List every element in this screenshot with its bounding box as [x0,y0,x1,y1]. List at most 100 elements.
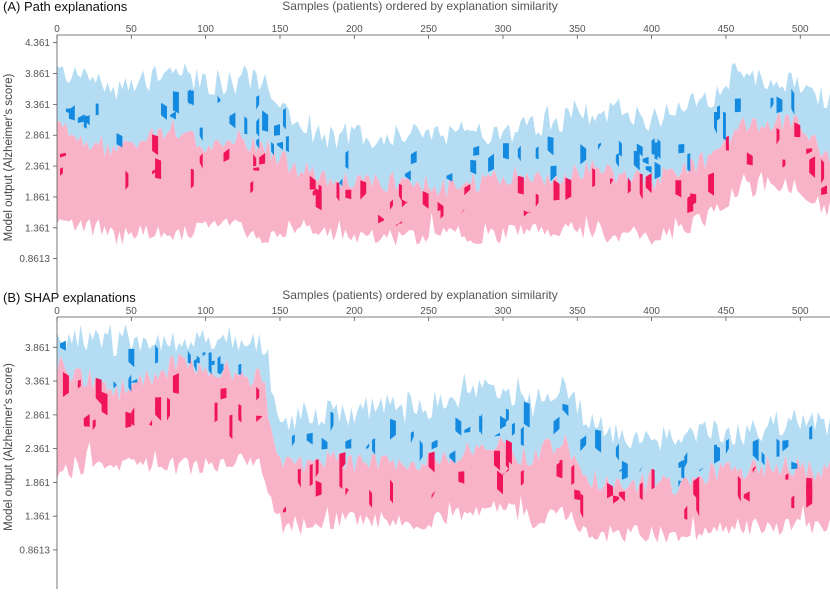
panel-b-feature-streak [553,416,560,435]
panel-a-feature-streak [250,180,254,194]
panel-a-feature-streak [378,214,384,224]
panel-b-feature-streak [256,386,260,401]
panel-b-feature-streak [125,411,132,428]
panel-b-x-tick-label: 450 [718,306,735,317]
panel-a-feature-streak [782,159,786,168]
panel-b-y-axis-title: Model output (Alzheimer's score) [3,363,15,531]
panel-b-x-tick-label: 0 [54,306,60,317]
panel-b-feature-streak [761,451,765,466]
panel-b-feature-streak [339,465,343,489]
panel-a-y-tick-label: 0.8613 [19,254,50,265]
panel-b-feature-streak [208,352,212,375]
panel-b-y-tick-label: 2.361 [25,444,50,455]
panel-a-feature-streak [190,168,194,189]
panel-b-feature-streak [83,414,90,427]
panel-a-feature-streak [717,105,720,121]
panel-a-x-axis-title: Samples (patients) ordered by explanatio… [282,0,558,13]
panel-b-feature-streak [458,471,465,484]
panel-a-feature-streak [229,112,236,129]
panel-a-x-tick-label: 400 [643,24,660,35]
panel-a-feature-streak [550,165,557,182]
panel-b-feature-streak [613,495,619,504]
panel-a-feature-streak [794,122,801,138]
panel-b-x-tick-label: 350 [569,306,586,317]
panel-b-feature-streak [618,491,625,502]
panel-b-feature-streak [238,404,242,423]
panel-a-feature-streak [244,116,248,135]
panel-b-feature-streak [571,464,575,486]
panel-b-feature-streak [345,438,352,449]
panel-a-feature-streak [199,153,203,169]
panel-a-feature-streak [199,127,203,142]
panel-a-y-axis-title: Model output (Alzheimer's score) [3,73,15,241]
panel-a-feature-streak [259,152,266,165]
panel-a-feature-streak [535,146,539,160]
panel-b-feature-streak [95,377,102,405]
panel-a-feature-streak [806,148,813,155]
panel-a-y-tick-label: 4.361 [25,38,50,49]
panel-a-feature-streak [776,128,780,145]
panel-b-feature-streak [479,413,483,433]
panel-b-feature-streak [639,466,643,472]
panel-a-feature-streak [170,111,176,120]
panel-a-feature-streak [253,154,257,167]
panel-b-feature-streak [155,344,159,364]
panel-b-positive-band [57,353,830,543]
panel-a-feature-streak [645,166,652,173]
panel-a-feature-streak [336,182,340,202]
panel-a-feature-streak [172,91,179,114]
panel-a-feature-streak [152,134,159,156]
panel-b-feature-streak [315,459,319,478]
panel-a-feature-streak [592,168,596,188]
panel-a-feature-streak [657,138,661,160]
panel-b-feature-streak [431,439,438,450]
panel-a-feature-streak [633,150,640,171]
panel-b-feature-streak [131,378,138,383]
panel-b-feature-streak [149,419,153,426]
panel-a-feature-streak [256,117,260,137]
panel-b-feature-streak [196,355,200,364]
panel-b-feature-streak [520,470,524,486]
panel-b-feature-streak [229,414,233,440]
panel-a-feature-streak [256,95,260,110]
panel-b-feature-streak [202,352,206,357]
panel-b-feature-streak [500,415,506,430]
panel-b-feature-streak [369,489,373,508]
panel-b-feature-streak [297,468,301,488]
panel-a-x-tick-label: 0 [54,24,60,35]
panel-b-feature-streak [256,415,263,422]
panel-a-feature-streak [116,133,123,148]
panel-a-feature-streak [473,145,480,156]
panel-b-x-tick-label: 250 [420,306,437,317]
panel-b-feature-streak [128,374,132,392]
panel-a-feature-streak [256,138,260,149]
panel-a-feature-streak [618,140,622,157]
panel-b-feature-streak [339,452,346,471]
panel-a-feature-streak [461,208,465,214]
panel-b-feature-streak [390,479,393,504]
panel-a-feature-streak [580,144,587,165]
panel-b-feature-streak [503,468,509,475]
panel-b-feature-streak [330,411,334,432]
panel-a-y-tick-label: 1.361 [25,223,50,234]
panel-a-feature-streak [309,175,316,190]
panel-b-feature-streak [390,418,396,440]
panel-b-x-tick-label: 500 [792,306,809,317]
panel-a-feature-streak [464,184,471,196]
panel-a-x-tick-label: 500 [792,24,809,35]
panel-b-feature-streak [220,388,227,400]
panel-a-feature-streak [636,156,640,163]
panel-a-y-tick-label: 3.361 [25,100,50,111]
panel-a-x-tick-label: 350 [569,24,586,35]
panel-b-feature-streak [607,482,613,499]
panel-a-feature-streak [312,189,316,196]
panel-a-feature-streak [503,143,509,160]
panel-b-feature-streak [782,439,789,452]
panel-a-x-tick-label: 450 [718,24,735,35]
panel-b-feature-streak [639,482,643,501]
panel-a-x-tick-label: 50 [126,24,138,35]
panel-b-feature-streak [785,473,789,480]
panel-b-feature-streak [714,445,720,464]
panel-a-feature-streak [547,136,554,156]
panel-a-feature-streak [401,199,408,208]
